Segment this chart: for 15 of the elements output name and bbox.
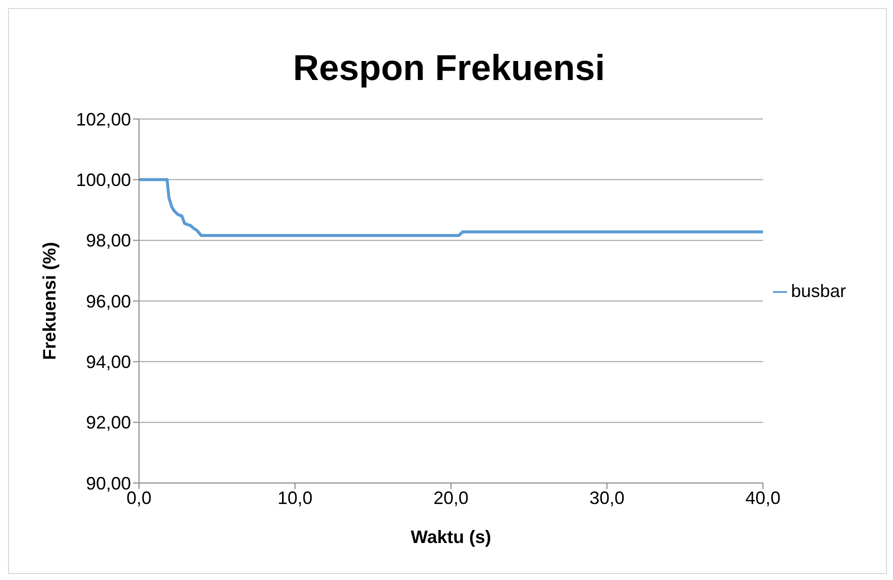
y-tick-label: 102,00 <box>76 109 131 130</box>
y-tick-label: 98,00 <box>86 230 131 251</box>
x-tick-label: 30,0 <box>589 488 624 508</box>
y-axis-title: Frekuensi (%) <box>39 242 60 360</box>
line-series <box>139 178 763 237</box>
x-tick-label: 20,0 <box>433 488 468 508</box>
y-tick-label: 96,00 <box>86 291 131 312</box>
y-tick-label: 94,00 <box>86 352 131 372</box>
x-axis-title: Waktu (s) <box>410 527 492 547</box>
x-tick-label: 10,0 <box>277 488 313 508</box>
chart-title: Respon Frekuensi <box>292 47 606 89</box>
y-tick-label: 92,00 <box>86 412 131 433</box>
y-tick-label: 100,00 <box>76 170 131 190</box>
legend-label: busbar <box>790 280 846 300</box>
x-tick-label: 40,0 <box>745 488 780 508</box>
